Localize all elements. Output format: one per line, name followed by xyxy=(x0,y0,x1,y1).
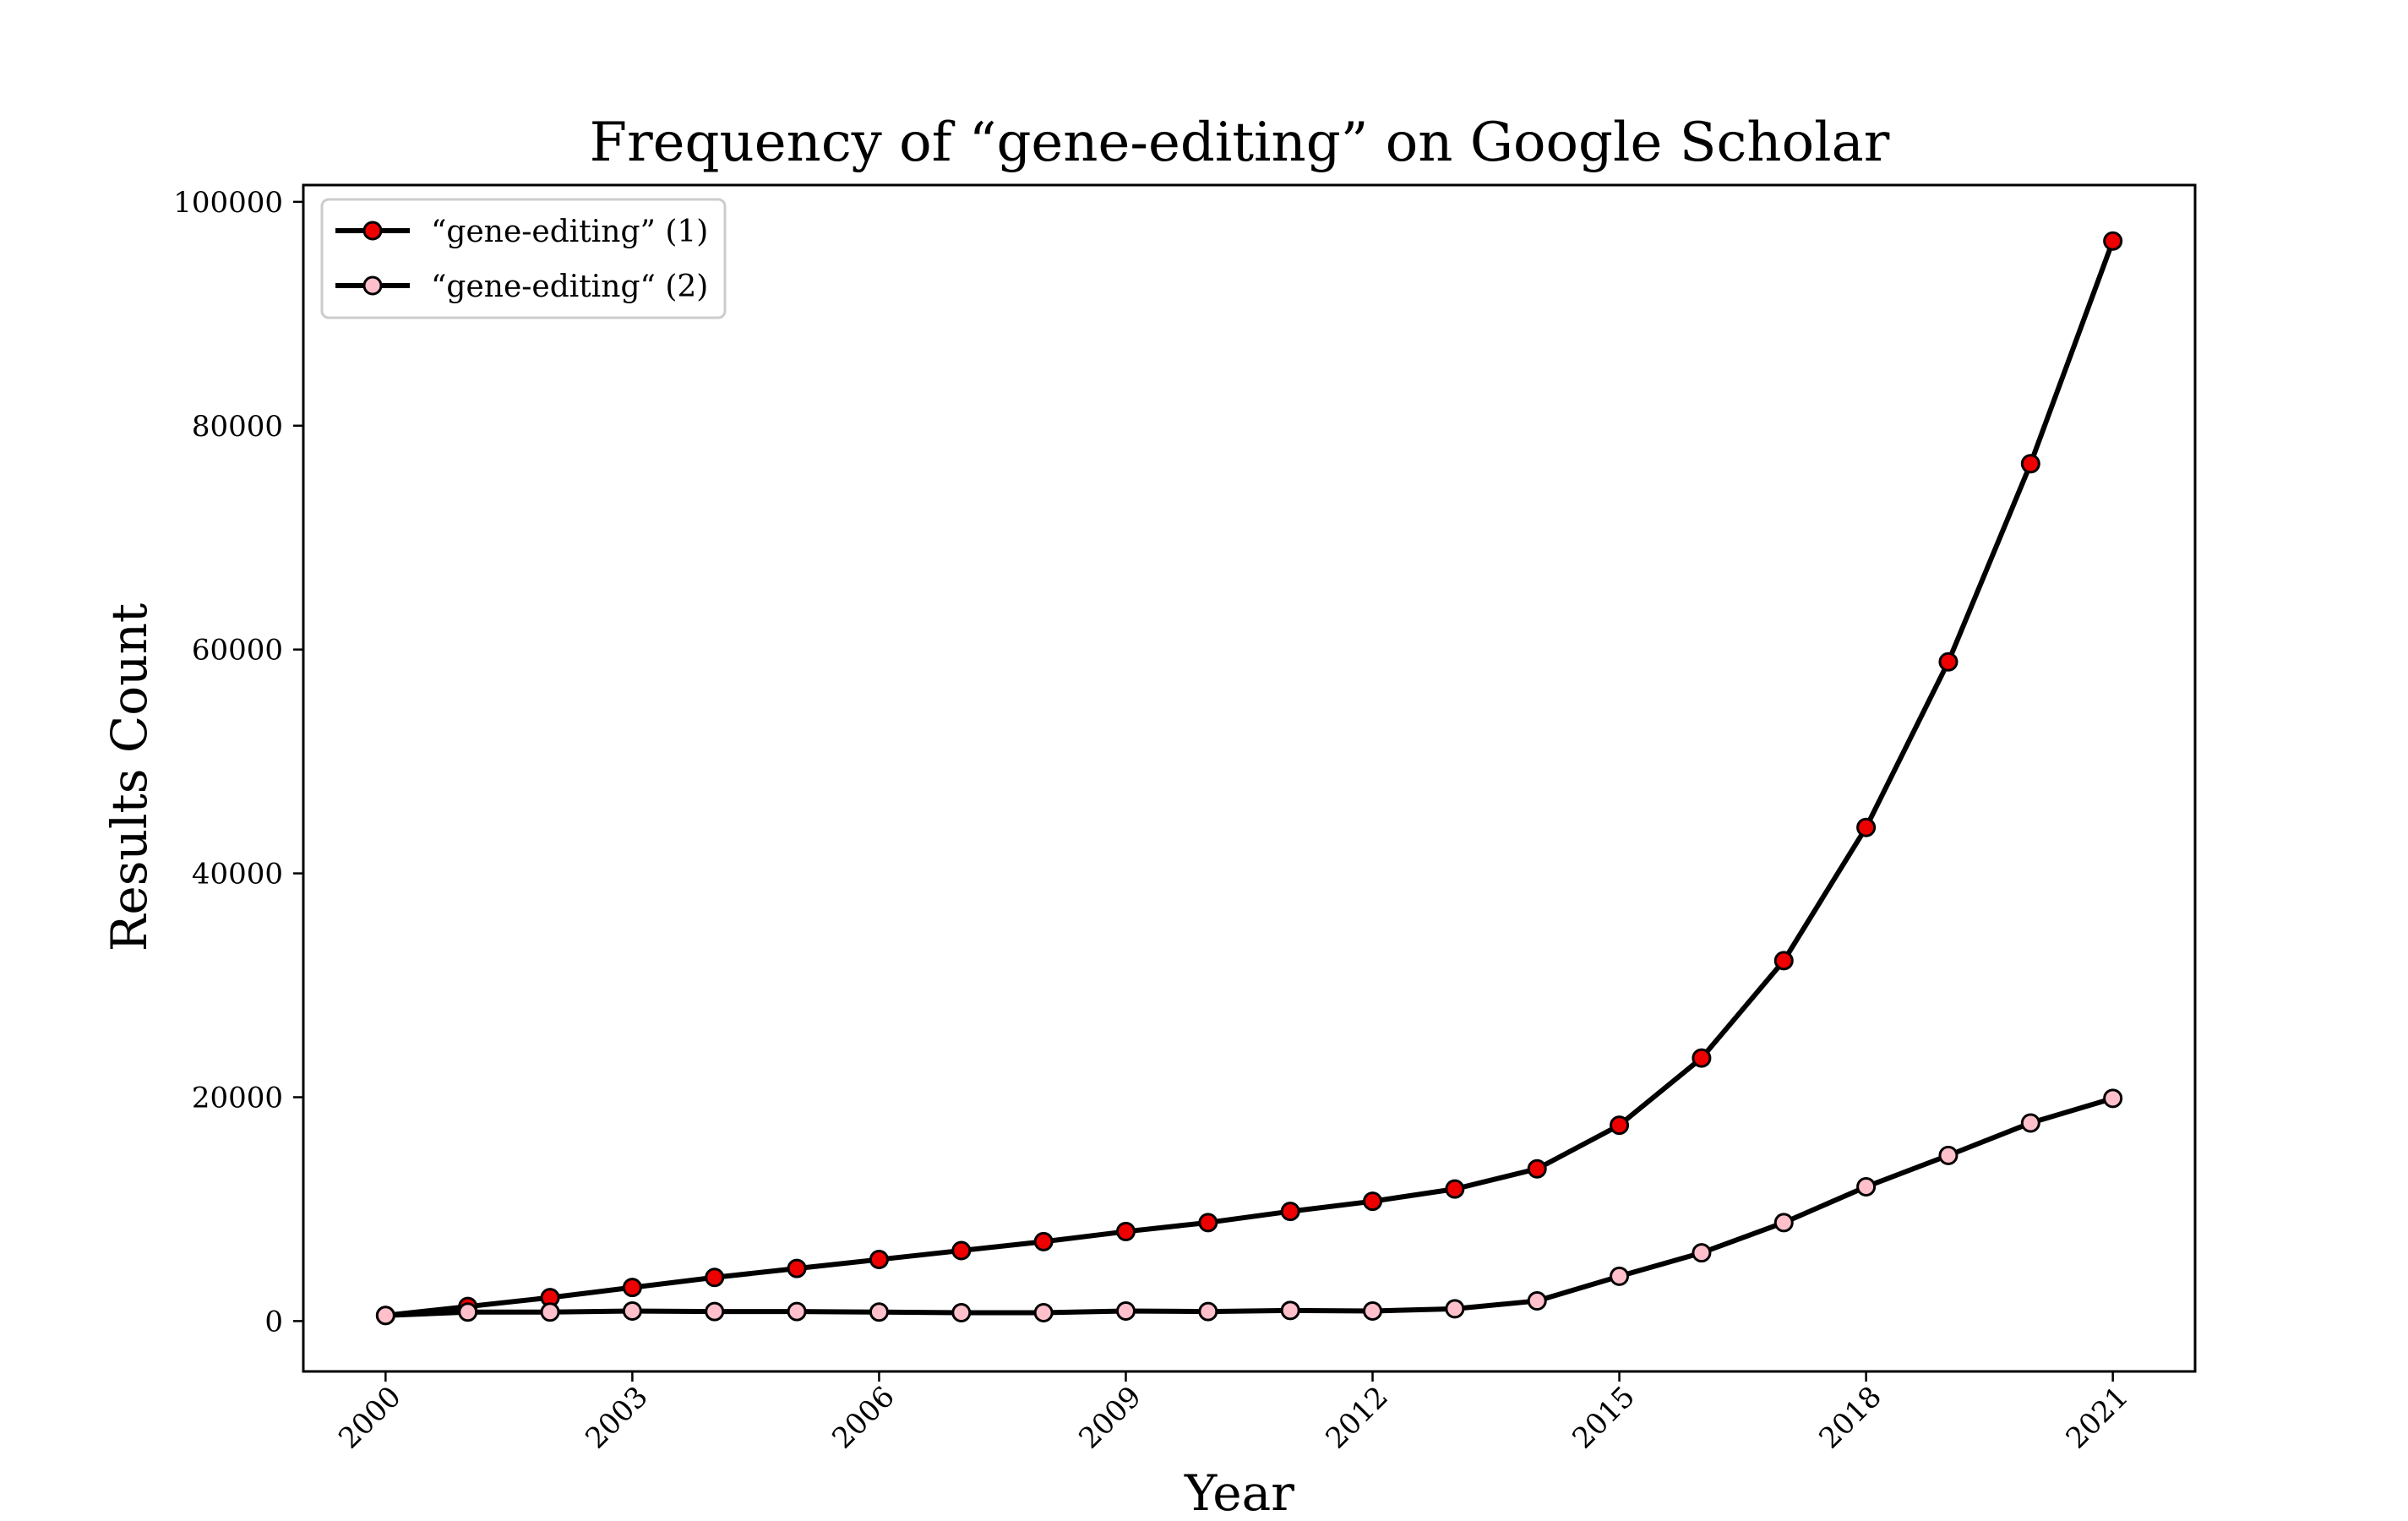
series-1-line xyxy=(383,238,2116,1318)
y-axis-label: Results Count xyxy=(101,603,158,952)
series-2-point xyxy=(1115,1300,1136,1321)
series-1-point xyxy=(1115,1221,1136,1241)
series-2-point xyxy=(1280,1300,1300,1321)
legend-box xyxy=(320,198,727,319)
series-2-point xyxy=(1938,1145,1959,1165)
legend: “gene-editing” (1) “gene-editing“ (2) xyxy=(320,198,727,319)
series-1-point xyxy=(1527,1158,1547,1179)
legend-label-series-2: “gene-editing“ (2) xyxy=(431,270,708,304)
series-2-point xyxy=(1856,1176,1877,1197)
legend-marker-series-2 xyxy=(362,275,383,296)
series-1-point xyxy=(1280,1202,1300,1222)
series-1-point xyxy=(1692,1048,1712,1068)
series-1-point xyxy=(2020,454,2040,474)
series-2-point xyxy=(869,1302,889,1322)
chart-title: Frequency of “gene-editing” on Google Sc… xyxy=(590,112,1890,174)
series-1-point xyxy=(622,1278,642,1298)
y-tick-label: 60000 xyxy=(192,634,283,668)
series-2-point xyxy=(458,1302,478,1322)
series-2-point xyxy=(1527,1291,1547,1311)
series-1-point xyxy=(2103,231,2123,251)
y-tick-label: 80000 xyxy=(192,410,283,444)
series-1-point xyxy=(705,1268,725,1288)
y-tick-label: 40000 xyxy=(192,858,283,891)
plot-area xyxy=(375,231,2123,1326)
series-2-point xyxy=(375,1306,395,1326)
series-1-point xyxy=(1938,651,1959,672)
series-1-point xyxy=(951,1240,972,1261)
y-tick-label: 20000 xyxy=(192,1081,283,1115)
series-1-point xyxy=(1033,1231,1054,1251)
axes-frame xyxy=(302,183,2197,1373)
series-1-point xyxy=(787,1258,807,1278)
series-2-point xyxy=(2020,1113,2040,1133)
series-2-point xyxy=(622,1300,642,1321)
series-2-point xyxy=(1445,1299,1465,1319)
series-2-point xyxy=(2103,1088,2123,1109)
series-2-point xyxy=(1692,1243,1712,1263)
series-1-point xyxy=(1363,1191,1383,1212)
legend-marker-series-1 xyxy=(362,221,383,241)
x-axis-label: Year xyxy=(1184,1464,1294,1521)
series-2-line xyxy=(383,1095,2116,1318)
y-tick-label: 100000 xyxy=(173,186,283,220)
series-1-point xyxy=(1610,1115,1630,1136)
series-2-point xyxy=(787,1301,807,1322)
series-2-point xyxy=(705,1301,725,1322)
series-2-point xyxy=(1363,1300,1383,1321)
series-1-point xyxy=(1773,951,1794,971)
legend-label-series-1: “gene-editing” (1) xyxy=(431,215,708,249)
series-2-point xyxy=(951,1302,972,1322)
series-2-point xyxy=(1610,1266,1630,1286)
series-2-point xyxy=(1033,1302,1054,1322)
series-1-point xyxy=(1445,1179,1465,1199)
series-2-point xyxy=(1773,1213,1794,1233)
series-2-point xyxy=(540,1302,560,1322)
series-1-point xyxy=(1198,1213,1218,1233)
series-1-point xyxy=(869,1250,889,1270)
series-2-point xyxy=(1198,1301,1218,1322)
y-axis: 0 20000 40000 60000 80000 100000 xyxy=(173,186,303,1338)
y-tick-label: 0 xyxy=(264,1305,283,1338)
series-1-point xyxy=(1856,817,1877,837)
